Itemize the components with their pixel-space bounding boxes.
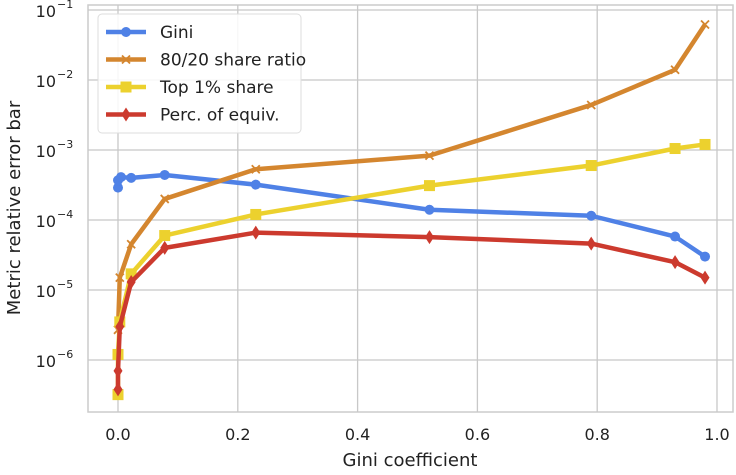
data-point bbox=[423, 180, 435, 192]
y-tick-exponent: −2 bbox=[57, 68, 73, 81]
data-point bbox=[424, 204, 435, 215]
data-point bbox=[586, 100, 596, 110]
series-group bbox=[112, 19, 711, 401]
data-point bbox=[700, 251, 711, 262]
y-tick-exponent: −3 bbox=[57, 138, 73, 151]
y-tick-exponent: −1 bbox=[57, 0, 73, 11]
data-point bbox=[113, 382, 123, 397]
legend-marker bbox=[121, 54, 131, 65]
data-point bbox=[126, 239, 136, 249]
tick-labels: 0.0 0.2 0.4 0.6 0.8 1.010−110−210−310−410−510… bbox=[36, 0, 730, 444]
data-point bbox=[125, 268, 137, 280]
data-point bbox=[585, 160, 597, 172]
data-point bbox=[250, 208, 262, 220]
data-point bbox=[700, 19, 710, 30]
legend-label: Perc. of equiv. bbox=[160, 106, 280, 126]
legend-item: 80/20 share ratio bbox=[106, 51, 306, 71]
series-0 bbox=[113, 169, 711, 262]
y-tick-label: 10 bbox=[36, 2, 56, 21]
series-3 bbox=[113, 225, 710, 397]
y-tick-label: 10 bbox=[36, 352, 56, 371]
legend-label: Top 1% share bbox=[159, 78, 274, 98]
data-point bbox=[700, 270, 710, 285]
data-point bbox=[159, 230, 171, 242]
data-point bbox=[586, 236, 596, 251]
data-point bbox=[160, 194, 170, 204]
data-point bbox=[699, 138, 711, 150]
y-tick-exponent: −4 bbox=[57, 208, 73, 221]
legend-label: 80/20 share ratio bbox=[160, 51, 306, 71]
y-tick-label: 10 bbox=[36, 212, 56, 231]
x-tick-label: 0.8 bbox=[584, 425, 609, 444]
legend-item: Gini bbox=[106, 23, 193, 43]
y-tick-label: 10 bbox=[36, 72, 56, 91]
y-tick-label: 10 bbox=[36, 282, 56, 301]
data-point bbox=[160, 240, 170, 255]
data-point bbox=[424, 151, 435, 161]
data-point bbox=[113, 182, 123, 193]
data-point bbox=[113, 363, 123, 378]
data-point bbox=[126, 172, 137, 183]
data-point bbox=[115, 172, 126, 183]
data-point bbox=[669, 143, 681, 155]
legend-box bbox=[97, 13, 302, 134]
legend-item: Perc. of equiv. bbox=[106, 106, 280, 126]
data-point bbox=[424, 230, 434, 245]
x-tick-label: 0.4 bbox=[345, 425, 370, 444]
x-tick-label: 1.0 bbox=[704, 425, 729, 444]
data-point bbox=[670, 65, 680, 75]
data-point bbox=[159, 169, 170, 180]
data-point bbox=[586, 210, 597, 221]
legend-marker bbox=[120, 81, 132, 93]
y-axis-label: Metric relative error bar bbox=[4, 100, 25, 315]
legend: Gini 80/20 share ratio Top 1% share Perc. o… bbox=[97, 13, 306, 134]
x-axis-label: Gini coefficient bbox=[343, 450, 478, 471]
legend-marker bbox=[121, 27, 131, 37]
x-tick-label: 0.2 bbox=[225, 425, 250, 444]
y-tick-exponent: −5 bbox=[57, 278, 73, 291]
data-point bbox=[115, 319, 125, 334]
legend-item: Top 1% share bbox=[106, 78, 274, 98]
y-tick-label: 10 bbox=[36, 142, 56, 161]
data-point bbox=[250, 179, 261, 190]
series-line bbox=[115, 230, 707, 390]
x-tick-label: 0.6 bbox=[465, 425, 490, 444]
legend-marker bbox=[121, 107, 131, 122]
y-tick-exponent: −6 bbox=[57, 348, 73, 361]
data-point bbox=[115, 273, 125, 283]
data-point bbox=[251, 225, 261, 240]
x-tick-label: 0.0 bbox=[105, 425, 130, 444]
data-point bbox=[251, 164, 261, 174]
data-point bbox=[670, 255, 680, 270]
data-point bbox=[126, 275, 136, 290]
legend-label: Gini bbox=[160, 23, 193, 43]
data-point bbox=[670, 231, 681, 242]
